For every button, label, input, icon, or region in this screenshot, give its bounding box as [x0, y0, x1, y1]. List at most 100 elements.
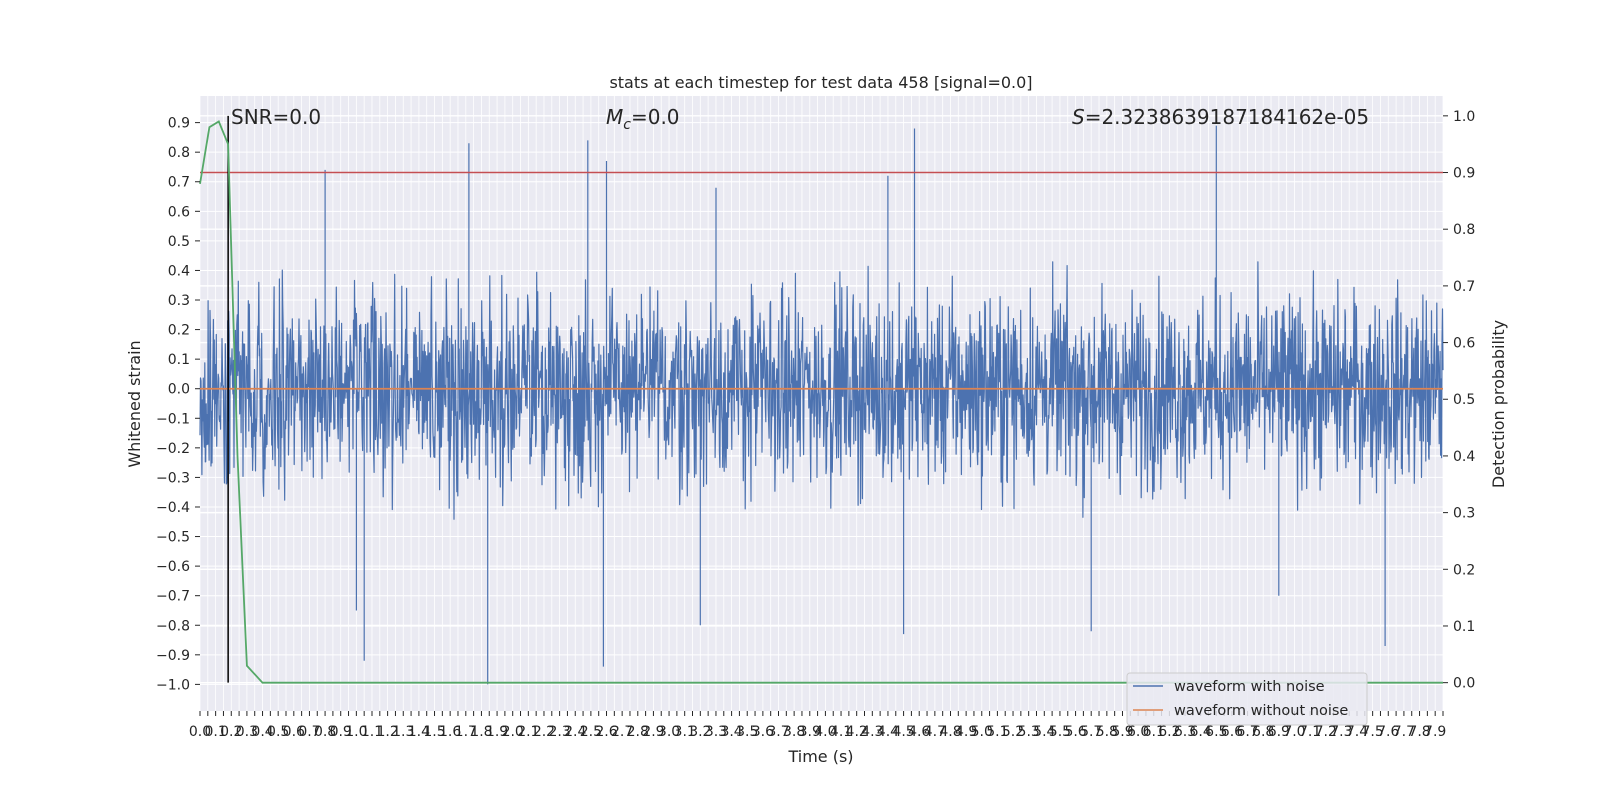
- x-tick-label: 1.2: [376, 724, 398, 740]
- detection-probability-line: [199, 120, 1443, 684]
- x-tick-label: 4.4: [877, 724, 899, 740]
- x-tick-label: 6.7: [1236, 724, 1258, 740]
- x-tick-label: 5.1: [986, 724, 1008, 740]
- legend: waveform with noise waveform without noi…: [1126, 672, 1368, 726]
- x-tick-label: 1.5: [423, 724, 445, 740]
- x-tick-label: 0.3: [236, 724, 258, 740]
- x-tick-label: 5.3: [1018, 724, 1040, 740]
- y-axis-right-ticks: 0.0 0.1 0.2 0.3 0.4 0.5 0.6 0.7 0.8 0.9 1.0: [1443, 109, 1475, 692]
- x-tick-label: 4.8: [939, 724, 961, 740]
- x-tick-label: 6.8: [1252, 724, 1274, 740]
- y2-tick-label: 0.7: [1453, 279, 1475, 295]
- chirp-mass-annotation: Mc=0.0: [606, 105, 680, 133]
- x-tick-label: 2.8: [627, 724, 649, 740]
- y-axis-label: Whitened strain: [125, 340, 144, 467]
- chart-title: stats at each timestep for test data 458…: [609, 73, 1032, 92]
- y-tick-label: 0.3: [168, 293, 190, 309]
- y-tick-label: 0.2: [168, 323, 190, 339]
- x-tick-label: 2.0: [502, 724, 524, 740]
- y2-tick-label: 0.5: [1453, 392, 1475, 408]
- x-tick-label: 2.5: [580, 724, 602, 740]
- x-tick-label: 0.6: [283, 724, 305, 740]
- y-tick-label: −0.1: [156, 411, 190, 427]
- x-tick-label: 5.4: [1033, 724, 1055, 740]
- x-tick-label: 6.6: [1221, 724, 1243, 740]
- x-tick-label: 5.6: [1064, 724, 1086, 740]
- x-tick-label: 1.6: [439, 724, 461, 740]
- y2-tick-label: 0.0: [1453, 676, 1475, 692]
- x-tick-label: 5.0: [971, 724, 993, 740]
- x-tick-label: 2.4: [564, 724, 586, 740]
- x-tick-label: 5.2: [1002, 724, 1024, 740]
- x-tick-label: 6.9: [1268, 724, 1290, 740]
- x-tick-label: 6.3: [1174, 724, 1196, 740]
- y2-tick-label: 0.2: [1453, 562, 1475, 578]
- y-tick-label: 0.4: [168, 263, 190, 279]
- x-axis-ticks: 0.00.10.20.30.40.50.60.70.80.91.01.11.21…: [189, 711, 1446, 740]
- x-tick-label: 3.5: [736, 724, 758, 740]
- y-tick-label: 0.8: [168, 145, 190, 161]
- x-tick-label: 5.7: [1080, 724, 1102, 740]
- x-tick-label: 2.9: [642, 724, 664, 740]
- x-tick-label: 7.3: [1330, 724, 1352, 740]
- x-tick-label: 7.4: [1346, 724, 1368, 740]
- y2-tick-label: 1.0: [1453, 109, 1475, 125]
- x-tick-label: 0.8: [314, 724, 336, 740]
- x-tick-label: 3.3: [705, 724, 727, 740]
- s-annotation: S=2.3238639187184162e-05: [1072, 105, 1369, 129]
- x-tick-label: 0.9: [330, 724, 352, 740]
- y-tick-label: −0.8: [156, 618, 190, 634]
- x-tick-label: 4.0: [814, 724, 836, 740]
- y2-axis-label: Detection probability: [1489, 320, 1508, 488]
- y2-tick-label: 0.3: [1453, 506, 1475, 522]
- x-tick-label: 2.6: [595, 724, 617, 740]
- x-tick-label: 0.0: [189, 724, 211, 740]
- x-tick-label: 1.8: [470, 724, 492, 740]
- x-tick-label: 7.2: [1315, 724, 1337, 740]
- plot-area: [200, 96, 1443, 711]
- x-tick-label: 2.1: [517, 724, 539, 740]
- y-tick-label: 0.5: [168, 234, 190, 250]
- x-tick-label: 6.4: [1190, 724, 1212, 740]
- x-tick-label: 2.3: [548, 724, 570, 740]
- y2-tick-label: 0.8: [1453, 222, 1475, 238]
- chirp-mass-symbol: M: [606, 105, 623, 129]
- x-tick-label: 5.8: [1096, 724, 1118, 740]
- x-tick-label: 3.2: [689, 724, 711, 740]
- x-tick-label: 0.2: [220, 724, 242, 740]
- x-tick-label: 1.0: [345, 724, 367, 740]
- x-tick-label: 1.7: [455, 724, 477, 740]
- x-tick-label: 3.7: [767, 724, 789, 740]
- x-tick-label: 7.5: [1362, 724, 1384, 740]
- x-tick-label: 0.4: [251, 724, 273, 740]
- x-tick-label: 3.1: [674, 724, 696, 740]
- y-axis-left-ticks: −1.0 −0.9 −0.8 −0.7 −0.6 −0.5 −0.4 −0.3 −0.2 −0.1…: [156, 116, 200, 693]
- x-axis-label: Time (s): [787, 747, 853, 766]
- x-tick-label: 1.1: [361, 724, 383, 740]
- y-tick-label: 0.7: [168, 175, 190, 191]
- legend-label-waveform-with-noise: waveform with noise: [1174, 679, 1325, 695]
- x-tick-label: 2.7: [611, 724, 633, 740]
- x-tick-label: 6.1: [1143, 724, 1165, 740]
- y-tick-label: −0.5: [156, 530, 190, 546]
- x-tick-label: 4.6: [908, 724, 930, 740]
- x-tick-label: 7.8: [1408, 724, 1430, 740]
- y-tick-label: 0.0: [168, 382, 190, 398]
- x-tick-label: 7.6: [1377, 724, 1399, 740]
- y-tick-label: −0.2: [156, 441, 190, 457]
- x-tick-label: 4.3: [861, 724, 883, 740]
- x-tick-label: 7.9: [1424, 724, 1446, 740]
- y-tick-label: 0.1: [168, 352, 190, 368]
- series-waveform-with-noise: [199, 125, 1444, 685]
- x-tick-label: 3.9: [799, 724, 821, 740]
- x-tick-label: 0.7: [298, 724, 320, 740]
- chirp-mass-subscript: c: [623, 117, 631, 133]
- y-tick-label: −0.7: [156, 589, 190, 605]
- snr-annotation: SNR=0.0: [231, 105, 321, 129]
- x-tick-label: 2.2: [533, 724, 555, 740]
- x-tick-label: 4.5: [892, 724, 914, 740]
- y2-tick-label: 0.6: [1453, 336, 1475, 352]
- x-tick-label: 3.8: [783, 724, 805, 740]
- x-tick-label: 4.1: [830, 724, 852, 740]
- x-tick-label: 3.4: [720, 724, 742, 740]
